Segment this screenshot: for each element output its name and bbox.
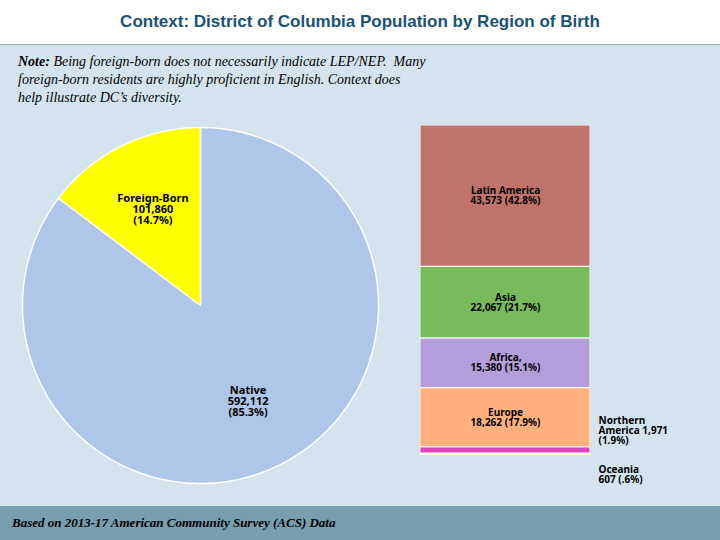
svg-text:Native592,112(85.3%): Native592,112(85.3%) xyxy=(228,382,269,419)
svg-text:Asia22,067 (21.7%): Asia22,067 (21.7%) xyxy=(471,290,541,314)
html-text:Context: District of Columbia: Context: District of Columbia Population… xyxy=(120,12,600,31)
svg-text:NorthernAmerica 1,971(1.9%): NorthernAmerica 1,971(1.9%) xyxy=(599,413,669,447)
html-text:Note: Being foreign-born does: Note: Being foreign-born does not necess… xyxy=(18,54,426,106)
svg-text:Latin America43,573 (42.8%): Latin America43,573 (42.8%) xyxy=(471,183,541,207)
svg-text:Africa,15,380 (15.1%): Africa,15,380 (15.1%) xyxy=(471,350,541,374)
svg-text:Oceania607 (.6%): Oceania607 (.6%) xyxy=(599,462,643,486)
svg-text:Europe18,262 (17.9%): Europe18,262 (17.9%) xyxy=(471,405,541,429)
html-text:Based on 2013-17 American Comm: Based on 2013-17 American Community Surv… xyxy=(12,515,336,530)
svg-text:Foreign-Born101,860(14.7%): Foreign-Born101,860(14.7%) xyxy=(117,190,188,227)
